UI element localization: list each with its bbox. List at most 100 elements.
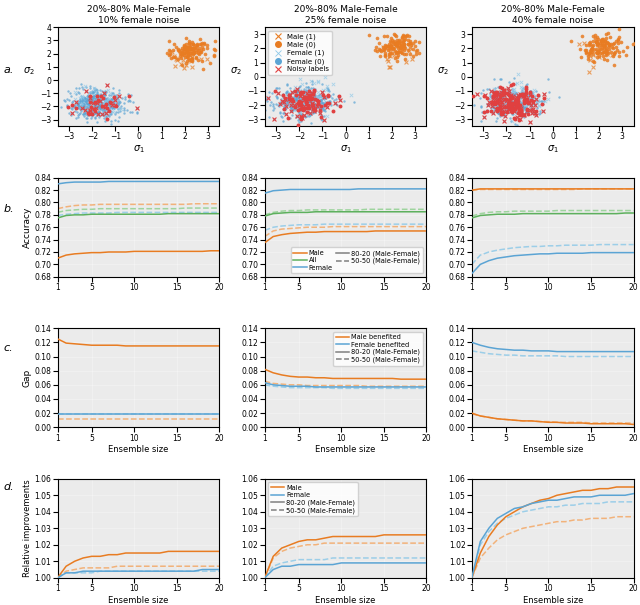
Point xyxy=(321,85,331,94)
Point xyxy=(315,105,325,115)
Point xyxy=(191,52,201,62)
Point xyxy=(513,93,524,103)
Point xyxy=(601,48,611,57)
Point xyxy=(95,103,106,113)
Point xyxy=(509,98,520,108)
Point xyxy=(287,96,298,106)
Point xyxy=(288,94,298,103)
X-axis label: Ensemble size: Ensemble size xyxy=(316,596,376,605)
Point xyxy=(313,88,323,97)
Point xyxy=(497,108,508,117)
Point xyxy=(518,89,528,99)
Point xyxy=(314,90,324,100)
Point xyxy=(585,37,595,47)
Point xyxy=(92,102,102,112)
Point xyxy=(586,45,596,55)
Point xyxy=(475,93,485,102)
Point xyxy=(399,39,409,48)
Point xyxy=(95,93,105,102)
Point xyxy=(527,92,537,102)
Point xyxy=(532,96,542,105)
Point xyxy=(73,100,83,110)
Point xyxy=(450,99,460,108)
Point xyxy=(270,86,280,96)
Point xyxy=(511,100,521,110)
Point xyxy=(400,54,410,64)
Point xyxy=(196,47,206,57)
Point xyxy=(482,84,492,94)
Point xyxy=(111,106,121,116)
Point xyxy=(493,108,503,118)
Point xyxy=(71,103,81,113)
Point xyxy=(79,105,90,114)
Point xyxy=(372,47,383,56)
Point xyxy=(511,102,521,111)
Point xyxy=(168,52,178,62)
Point xyxy=(275,107,285,117)
Point xyxy=(486,102,497,111)
Point xyxy=(499,111,509,120)
Point xyxy=(168,51,179,61)
Point xyxy=(104,99,114,109)
Point xyxy=(500,94,510,103)
Point xyxy=(504,95,514,105)
Point xyxy=(81,97,91,106)
Point xyxy=(529,100,540,110)
Point xyxy=(81,96,91,106)
Point xyxy=(179,41,189,50)
Point xyxy=(492,106,502,116)
Point xyxy=(85,81,95,91)
Point xyxy=(109,100,120,110)
Point xyxy=(179,48,189,57)
Point xyxy=(282,98,292,108)
Point xyxy=(296,79,307,89)
Point xyxy=(502,97,513,106)
Point xyxy=(490,93,500,103)
Point xyxy=(406,40,416,50)
Point xyxy=(520,85,530,94)
Point xyxy=(387,33,397,42)
Point xyxy=(506,80,516,90)
Point xyxy=(110,102,120,111)
Point xyxy=(100,103,110,113)
Point xyxy=(510,87,520,97)
Point xyxy=(285,92,296,102)
Point xyxy=(95,96,105,106)
Point xyxy=(87,105,97,115)
Point xyxy=(70,97,81,107)
Point xyxy=(313,76,323,86)
Point xyxy=(88,100,99,110)
Point xyxy=(275,99,285,108)
Point xyxy=(94,89,104,99)
Point xyxy=(92,117,102,127)
Point xyxy=(186,43,196,53)
Point xyxy=(305,105,315,114)
Point xyxy=(524,107,534,117)
Point xyxy=(268,99,278,109)
Point xyxy=(104,101,115,111)
Point xyxy=(509,103,519,113)
Point xyxy=(60,96,70,106)
Point xyxy=(315,105,325,114)
Point xyxy=(309,85,319,95)
Point xyxy=(88,97,99,106)
Point xyxy=(95,90,106,100)
Point xyxy=(539,96,549,106)
Point xyxy=(509,119,520,129)
Point xyxy=(74,99,84,108)
Point xyxy=(378,42,388,51)
Point xyxy=(317,88,328,97)
Point xyxy=(538,99,548,109)
Point xyxy=(481,99,492,109)
Point xyxy=(507,103,517,113)
Point xyxy=(304,111,314,120)
Point xyxy=(71,83,81,93)
Point xyxy=(296,111,307,121)
Point xyxy=(504,107,514,117)
Point xyxy=(511,96,521,105)
Point xyxy=(507,103,517,113)
Point xyxy=(63,102,74,112)
Point xyxy=(304,108,314,118)
Point xyxy=(88,88,99,97)
Point xyxy=(312,96,323,105)
